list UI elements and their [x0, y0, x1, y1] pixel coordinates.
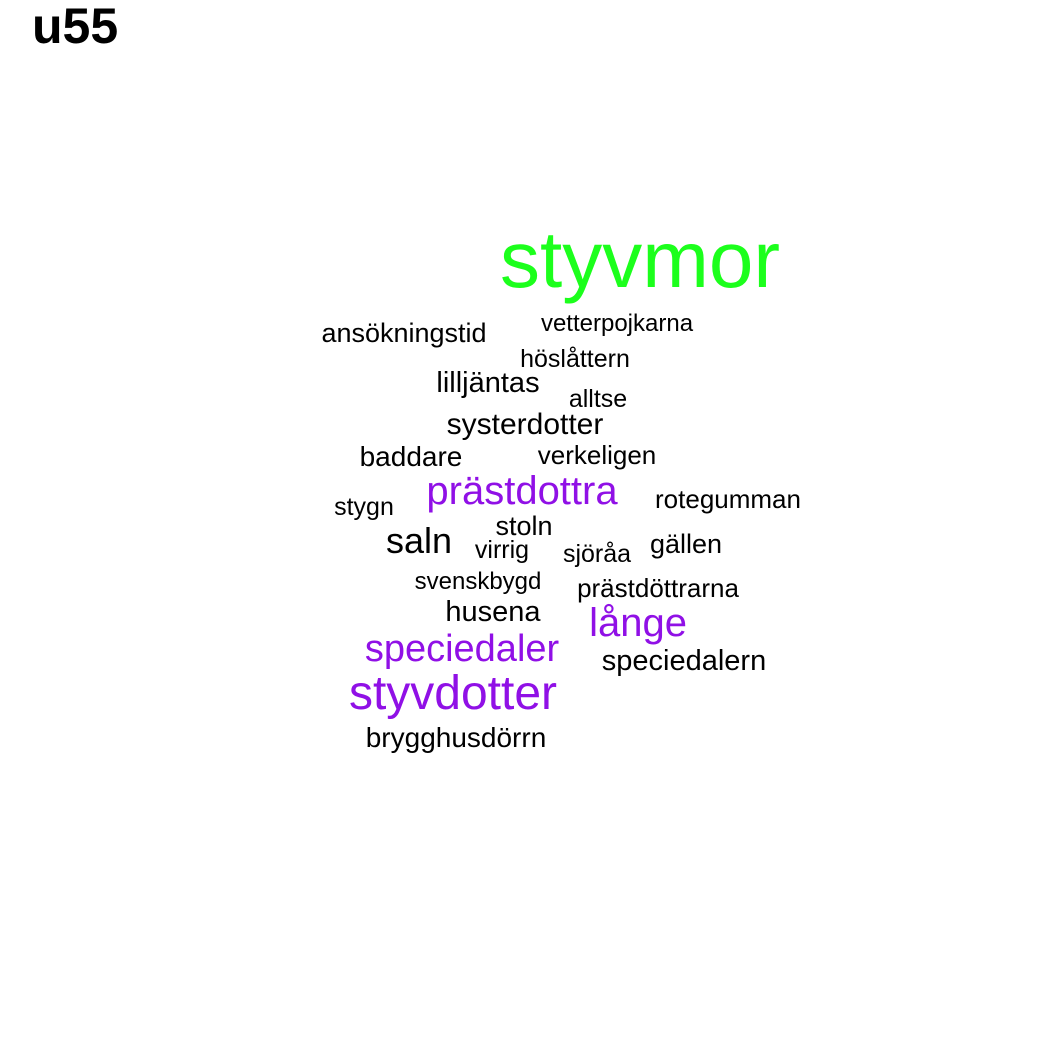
cloud-word-17: gällen — [650, 529, 722, 559]
cloud-word-23: speciedalern — [602, 645, 766, 677]
cloud-word-24: styvdotter — [349, 667, 557, 720]
cloud-word-21: långe — [589, 601, 687, 645]
cloud-word-19: prästdöttrarna — [577, 573, 739, 603]
cloud-word-9: verkeligen — [538, 440, 657, 470]
page-title: u55 — [32, 0, 119, 54]
cloud-word-3: ansökningstid — [321, 318, 486, 348]
cloud-word-8: baddare — [360, 441, 463, 472]
cloud-word-16: sjöråa — [563, 540, 631, 568]
cloud-word-15: virrig — [475, 536, 529, 564]
cloud-word-10: prästdottra — [426, 469, 618, 513]
cloud-word-18: svenskbygd — [415, 568, 542, 595]
cloud-word-14: saln — [386, 520, 452, 561]
cloud-word-11: stygn — [334, 493, 394, 521]
cloud-word-7: systerdotter — [447, 408, 604, 441]
cloud-word-5: lilljäntas — [436, 367, 539, 399]
cloud-word-6: alltse — [569, 385, 627, 413]
cloud-word-1: styvmor — [500, 215, 780, 304]
cloud-word-2: vetterpojkarna — [541, 310, 694, 337]
cloud-word-22: speciedaler — [365, 628, 560, 670]
cloud-word-25: brygghusdörrn — [366, 722, 547, 753]
cloud-word-13: stoln — [495, 511, 552, 541]
cloud-word-12: rotegumman — [655, 484, 801, 514]
cloud-word-20: husena — [445, 596, 541, 628]
cloud-word-4: höslåttern — [520, 345, 630, 373]
